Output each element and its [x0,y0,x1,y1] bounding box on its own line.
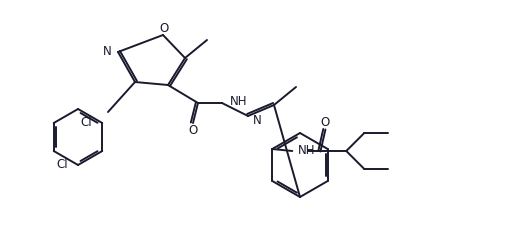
Text: Cl: Cl [57,159,68,172]
Text: Cl: Cl [81,117,92,129]
Text: NH: NH [230,95,247,108]
Text: N: N [103,45,112,58]
Text: O: O [188,124,197,136]
Text: NH: NH [298,144,316,158]
Text: O: O [321,116,330,128]
Text: O: O [160,21,169,35]
Text: N: N [253,114,262,126]
